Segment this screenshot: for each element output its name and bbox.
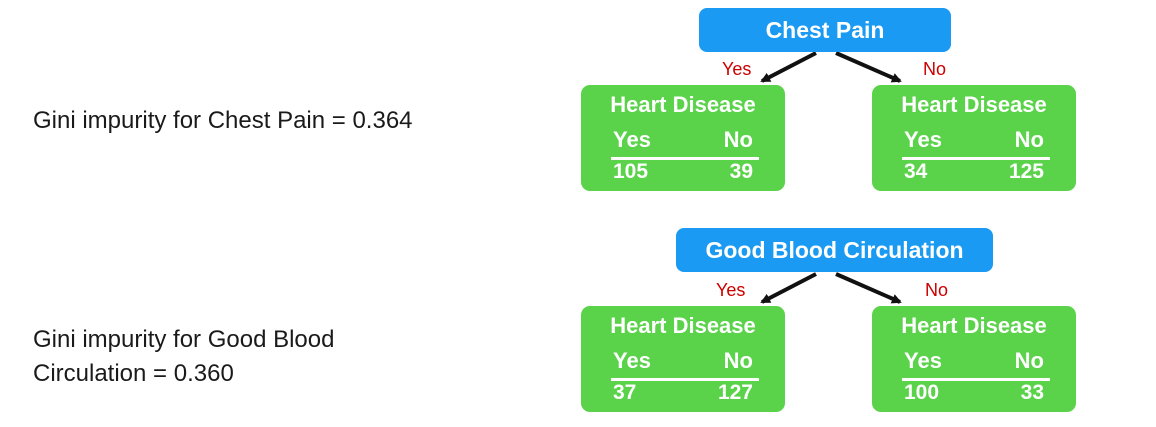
leaf-title: Heart Disease bbox=[610, 313, 756, 338]
leaf-divider bbox=[902, 378, 1050, 381]
tree1-right-leaf: Heart Disease Yes No 34 125 bbox=[872, 85, 1076, 191]
tree1-root-node: Chest Pain bbox=[699, 8, 951, 52]
tree1-yes-label: Yes bbox=[722, 59, 752, 79]
leaf-col-no: No bbox=[1014, 127, 1044, 152]
leaf-col-yes: Yes bbox=[904, 127, 942, 152]
gini-blood-line1: Gini impurity for Good Blood bbox=[33, 326, 335, 353]
leaf-yes-count: 37 bbox=[613, 381, 637, 404]
tree2-root-label: Good Blood Circulation bbox=[705, 236, 964, 263]
tree2-yes-arrow bbox=[760, 272, 817, 304]
tree2-right-leaf: Heart Disease Yes No 100 33 bbox=[872, 306, 1076, 412]
leaf-title: Heart Disease bbox=[610, 92, 756, 117]
leaf-yes-count: 105 bbox=[613, 160, 649, 183]
leaf-yes-count: 34 bbox=[904, 160, 928, 183]
tree2-yes-label: Yes bbox=[716, 280, 746, 300]
leaf-title: Heart Disease bbox=[901, 92, 1047, 117]
tree1-left-leaf: Heart Disease Yes No 105 39 bbox=[581, 85, 785, 191]
leaf-col-yes: Yes bbox=[613, 348, 651, 373]
leaf-title: Heart Disease bbox=[901, 313, 1047, 338]
leaf-divider bbox=[611, 157, 759, 160]
leaf-col-no: No bbox=[1014, 348, 1044, 373]
gini-blood-circulation-text: Gini impurity for Good Blood Circulation… bbox=[33, 323, 453, 391]
tree2-no-label: No bbox=[925, 280, 949, 300]
leaf-col-yes: Yes bbox=[613, 127, 651, 152]
gini-blood-line2: Circulation = 0.360 bbox=[33, 360, 234, 387]
leaf-no-count: 127 bbox=[717, 381, 753, 404]
leaf-col-no: No bbox=[723, 348, 753, 373]
leaf-no-count: 125 bbox=[1008, 160, 1044, 183]
leaf-divider bbox=[611, 378, 759, 381]
tree1-no-label: No bbox=[923, 59, 947, 79]
leaf-col-no: No bbox=[723, 127, 753, 152]
leaf-col-yes: Yes bbox=[904, 348, 942, 373]
tree1-yes-arrow bbox=[760, 51, 817, 83]
leaf-no-count: 33 bbox=[1020, 381, 1044, 404]
tree1-no-arrow bbox=[835, 51, 902, 83]
tree2-left-leaf: Heart Disease Yes No 37 127 bbox=[581, 306, 785, 412]
tree1-root-label: Chest Pain bbox=[765, 16, 885, 43]
leaf-divider bbox=[902, 157, 1050, 160]
gini-chest-pain-text: Gini impurity for Chest Pain = 0.364 bbox=[33, 107, 413, 134]
tree2-root-node: Good Blood Circulation bbox=[676, 228, 993, 272]
leaf-no-count: 39 bbox=[729, 160, 753, 183]
leaf-yes-count: 100 bbox=[904, 381, 940, 404]
tree2-no-arrow bbox=[835, 272, 902, 304]
